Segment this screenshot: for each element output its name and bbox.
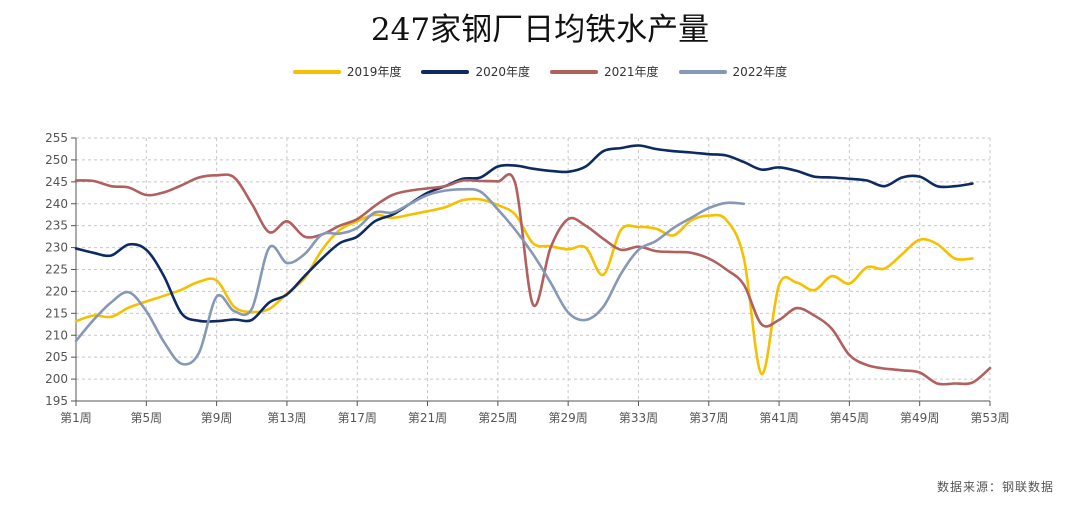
series-line-1 bbox=[74, 144, 974, 323]
y-tick-labels: 195 200 205 210 215 220 225 230 235 240 245 250 255 bbox=[45, 131, 68, 408]
source-note: 数据来源：钢联数据 bbox=[936, 480, 1054, 494]
legend-item-1[interactable]: 2020年度 bbox=[421, 63, 530, 80]
legend-swatch bbox=[678, 69, 727, 74]
series-line-3 bbox=[74, 187, 746, 366]
y-tick-label: 195 bbox=[45, 394, 68, 408]
legend-item-2[interactable]: 2021年度 bbox=[550, 63, 659, 80]
series-line-2 bbox=[74, 173, 992, 386]
y-tick-label: 215 bbox=[45, 306, 68, 320]
legend-label: 2022年度 bbox=[732, 65, 788, 79]
x-tick-label: 第41周 bbox=[759, 411, 798, 425]
axes bbox=[71, 137, 991, 406]
x-tick-label: 第13周 bbox=[267, 411, 306, 425]
x-tick-label: 第37周 bbox=[689, 411, 728, 425]
y-tick-label: 255 bbox=[45, 131, 68, 145]
legend-label: 2020年度 bbox=[475, 65, 530, 79]
x-tick-label: 第9周 bbox=[201, 411, 233, 425]
x-tick-label: 第17周 bbox=[338, 411, 377, 425]
series-line-0 bbox=[74, 197, 974, 376]
legend-swatch bbox=[550, 69, 598, 74]
series-lines bbox=[74, 144, 992, 386]
x-tick-label: 第45周 bbox=[830, 411, 869, 425]
x-tick-label: 第21周 bbox=[408, 411, 447, 425]
x-tick-label: 第49周 bbox=[900, 411, 939, 425]
y-tick-label: 250 bbox=[45, 153, 68, 167]
legend-label: 2019年度 bbox=[346, 65, 402, 79]
y-tick-label: 205 bbox=[45, 350, 68, 364]
y-tick-label: 240 bbox=[45, 197, 68, 211]
y-tick-label: 230 bbox=[45, 241, 68, 255]
legend-swatch bbox=[421, 69, 470, 74]
legend-label: 2021年度 bbox=[604, 65, 659, 79]
x-tick-labels: 第1周 第5周 第9周 第13周 第17周 第21周 第25周 第29周 第33周 第37周 第41… bbox=[60, 411, 1009, 425]
x-tick-label: 第1周 bbox=[60, 411, 92, 425]
legend-item-3[interactable]: 2022年度 bbox=[678, 63, 788, 80]
y-tick-label: 200 bbox=[45, 372, 68, 386]
y-tick-label: 245 bbox=[45, 175, 68, 189]
x-tick-label: 第53周 bbox=[970, 411, 1009, 425]
y-tick-label: 210 bbox=[45, 328, 68, 342]
legend-item-0[interactable]: 2019年度 bbox=[292, 63, 402, 80]
x-tick-label: 第5周 bbox=[130, 411, 162, 425]
y-tick-label: 225 bbox=[45, 263, 68, 277]
y-tick-label: 220 bbox=[45, 284, 68, 298]
x-tick-label: 第33周 bbox=[619, 411, 658, 425]
grid-lines bbox=[76, 137, 991, 401]
y-tick-label: 235 bbox=[45, 219, 68, 233]
x-tick-label: 第25周 bbox=[478, 411, 517, 425]
x-tick-label: 第29周 bbox=[549, 411, 588, 425]
chart-title: 247家钢厂日均铁水产量 bbox=[370, 12, 710, 48]
legend: 2019年度 2020年度 2021年度 2022年度 bbox=[0, 63, 1080, 80]
legend-swatch bbox=[292, 69, 341, 74]
